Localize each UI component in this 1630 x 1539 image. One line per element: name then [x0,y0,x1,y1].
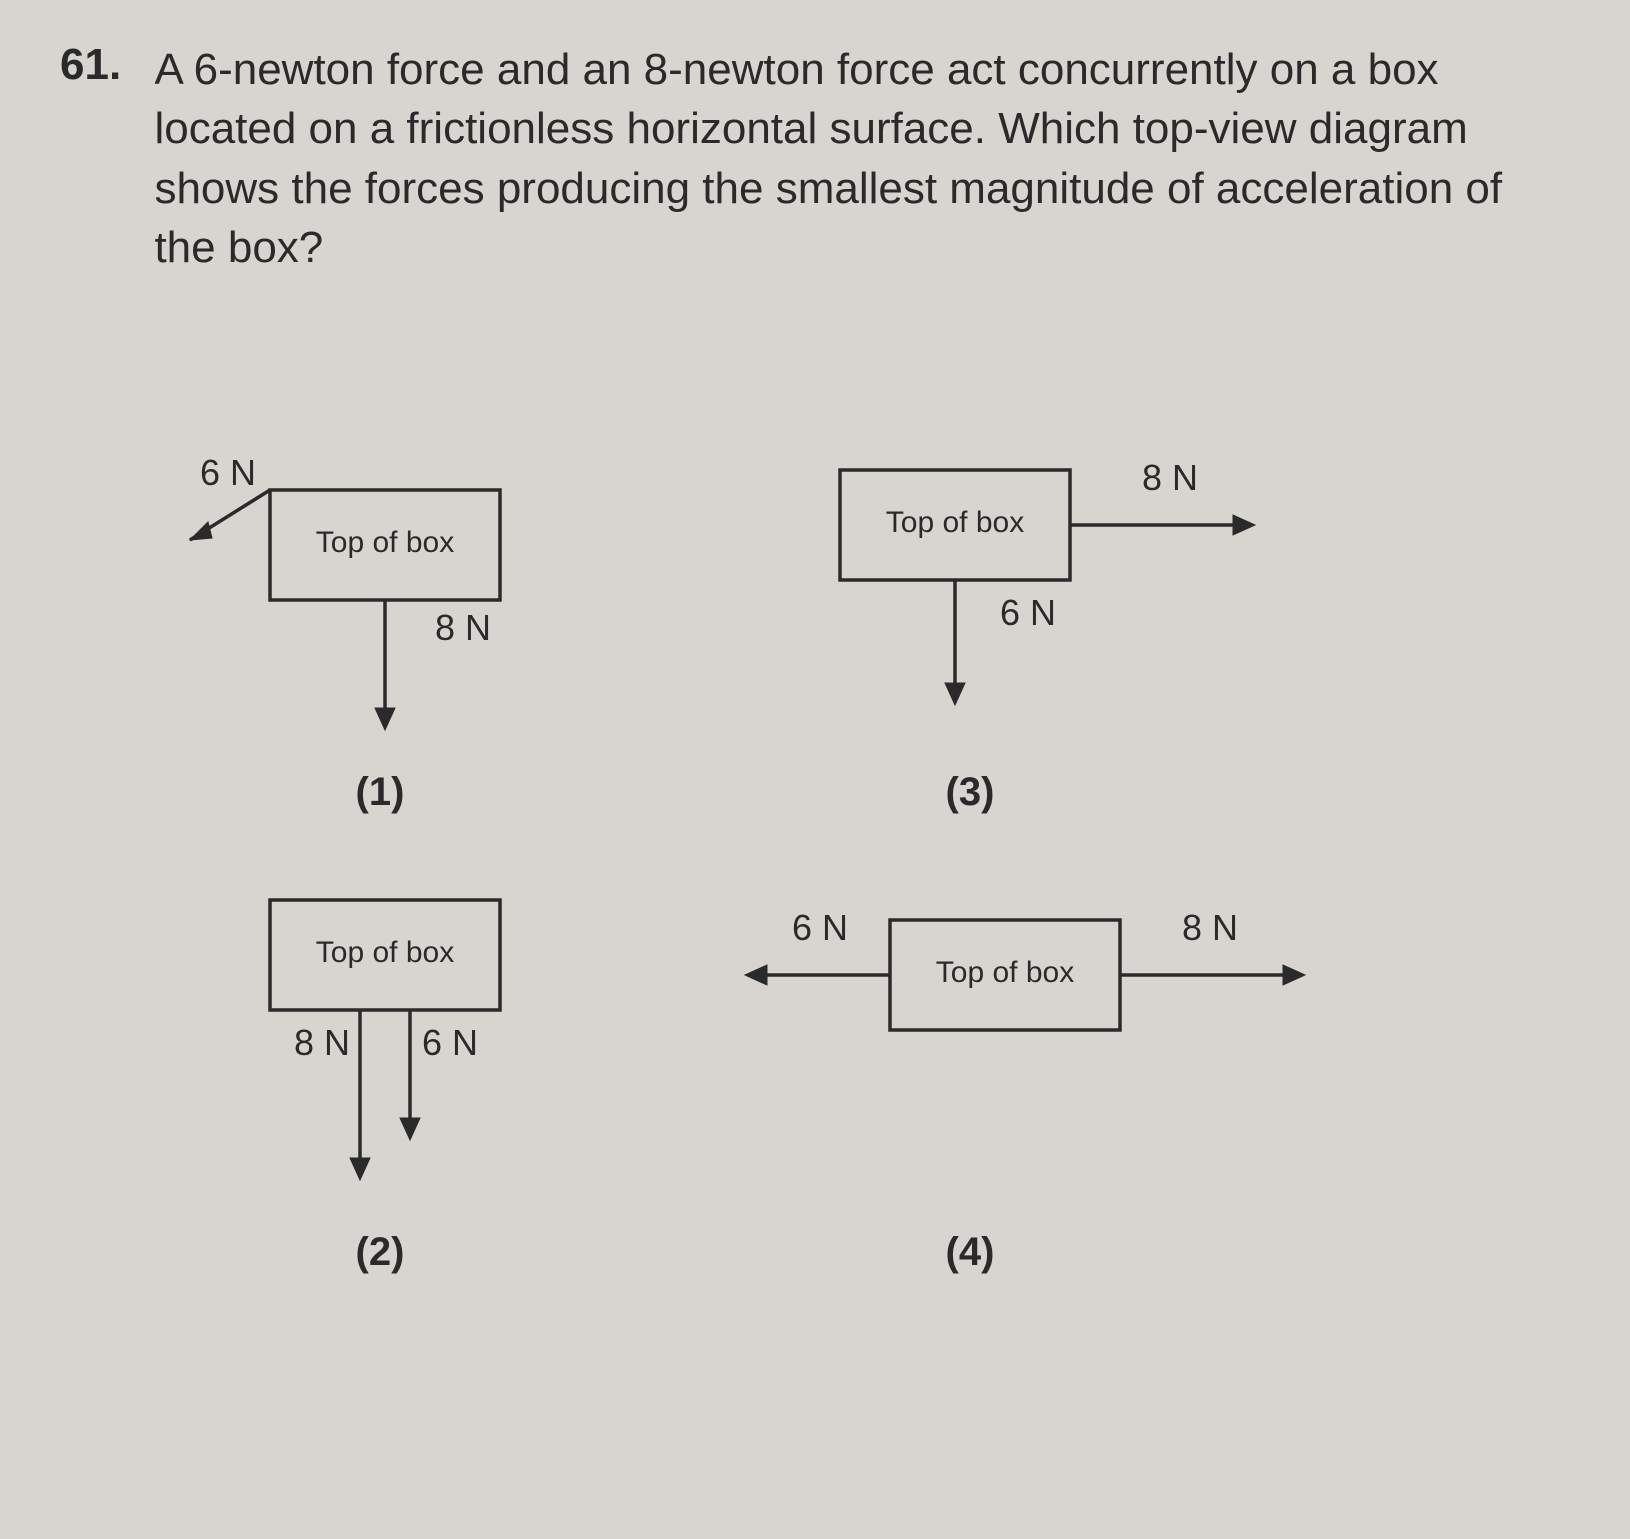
diagram-4-caption: (4) [920,1230,1020,1275]
force-6n-label: 6 N [422,1022,478,1063]
box-label: Top of box [316,526,454,559]
force-6n-label: 6 N [200,452,256,493]
force-6n-label: 6 N [1000,592,1056,633]
diagram-1-svg: Top of box 6 N 8 N [150,430,620,750]
force-8n-arrowhead [375,708,395,730]
question-number: 61. [60,40,150,90]
diagram-2-caption: (2) [330,1230,430,1275]
diagram-4: Top of box 6 N 8 N [700,870,1380,1075]
diagram-4-svg: Top of box 6 N 8 N [700,870,1380,1070]
force-6n-arrowhead [190,522,212,540]
diagram-1: Top of box 6 N 8 N [150,430,620,755]
force-6n-label: 6 N [792,907,848,948]
force-8n-arrowhead [1283,965,1305,985]
force-6n-arrowhead [400,1118,420,1140]
force-8n-label: 8 N [294,1022,350,1063]
force-8n-arrowhead [350,1158,370,1180]
force-6n-arrowhead [945,683,965,705]
box-label: Top of box [886,506,1024,539]
force-8n-label: 8 N [1142,457,1198,498]
box-label: Top of box [316,936,454,969]
force-8n-arrowhead [1233,515,1255,535]
diagram-3: Top of box 8 N 6 N [770,430,1330,755]
box-label: Top of box [936,956,1074,989]
diagram-3-svg: Top of box 8 N 6 N [770,430,1330,750]
question-block: 61. A 6-newton force and an 8-newton for… [60,40,1570,278]
diagram-3-caption: (3) [920,770,1020,815]
question-text: A 6-newton force and an 8-newton force a… [154,40,1534,278]
diagram-1-caption: (1) [330,770,430,815]
force-8n-label: 8 N [435,607,491,648]
force-8n-label: 8 N [1182,907,1238,948]
diagram-2-svg: Top of box 8 N 6 N [190,870,590,1210]
diagram-2: Top of box 8 N 6 N [190,870,590,1215]
force-6n-arrowhead [745,965,767,985]
